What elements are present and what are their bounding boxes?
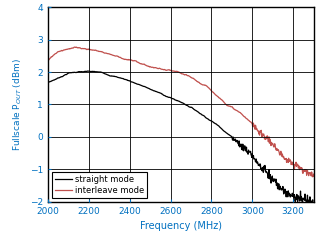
interleave mode (235, 109, 239, 112)
interleave mode (217, 96, 220, 99)
interleave mode (74, 46, 78, 49)
straight mode (312, 202, 316, 205)
straight mode (255, 161, 259, 164)
interleave mode (117, 56, 121, 59)
interleave mode (231, 106, 235, 109)
straight mode (117, 76, 121, 79)
X-axis label: Frequency (MHz): Frequency (MHz) (140, 221, 222, 231)
straight mode (86, 69, 90, 72)
interleave mode (46, 59, 50, 62)
Y-axis label: Fullscale P$_{OUT}$ (dBm): Fullscale P$_{OUT}$ (dBm) (12, 58, 24, 151)
interleave mode (310, 175, 314, 178)
straight mode (46, 81, 50, 84)
interleave mode (178, 71, 182, 74)
Legend: straight mode, interleave mode: straight mode, interleave mode (52, 172, 147, 198)
Line: interleave mode: interleave mode (48, 47, 314, 177)
interleave mode (312, 173, 316, 176)
straight mode (311, 203, 315, 206)
straight mode (178, 100, 182, 103)
straight mode (235, 139, 239, 142)
straight mode (231, 135, 235, 138)
interleave mode (255, 127, 259, 130)
Line: straight mode: straight mode (48, 71, 314, 204)
straight mode (217, 124, 220, 127)
